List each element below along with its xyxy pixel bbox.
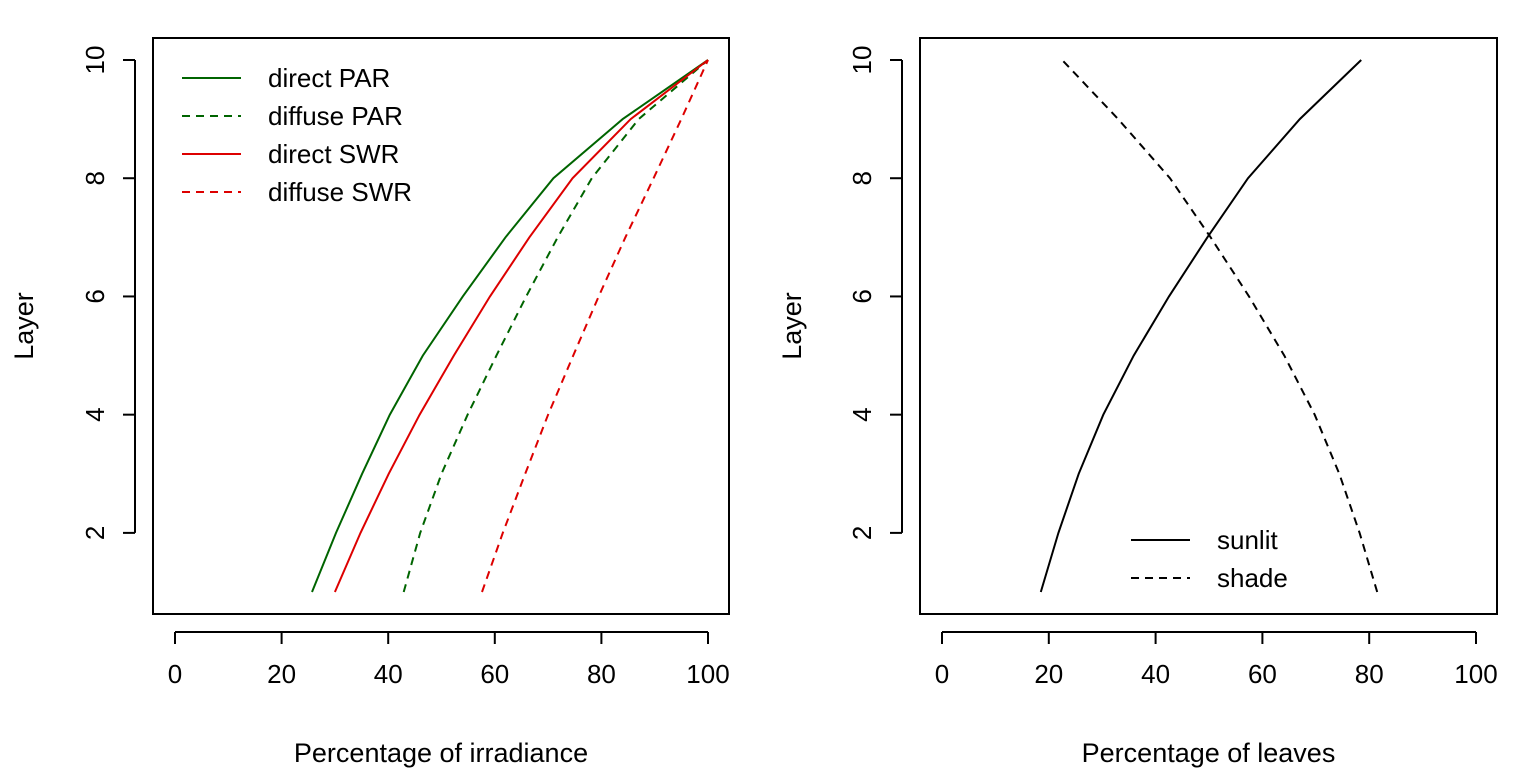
series-line-sunlit <box>1039 59 1362 593</box>
x-tick-label: 40 <box>374 659 403 689</box>
chart-panel-1: 0 20 40 60 80 100 2 4 6 8 10 Percentage of irradian… <box>9 37 730 768</box>
legend-label: shade <box>1217 563 1288 593</box>
y-axis-title: Layer <box>777 292 807 360</box>
y-tick-label: 6 <box>80 289 110 303</box>
y-tick-label: 2 <box>80 526 110 540</box>
y-tick-label: 6 <box>847 289 877 303</box>
series-line-diffuse-par <box>402 59 709 593</box>
x-tick-label: 100 <box>1454 659 1497 689</box>
plot-frame <box>919 37 1498 615</box>
legend-label: direct PAR <box>268 63 390 93</box>
x-axis-title: Percentage of leaves <box>1082 738 1336 768</box>
x-tick-label: 80 <box>587 659 616 689</box>
y-axis-title: Layer <box>9 292 39 360</box>
y-tick-label: 10 <box>80 46 110 75</box>
y-tick-label: 4 <box>847 407 877 421</box>
y-tick-label: 10 <box>847 46 877 75</box>
legend-label: diffuse PAR <box>268 101 403 131</box>
series-line-diffuse-swr <box>481 59 709 593</box>
chart-panel-2: 0 20 40 60 80 100 2 4 6 8 10 Percentage of leaves La… <box>777 37 1498 768</box>
x-tick-label: 0 <box>935 659 949 689</box>
legend: direct PAR diffuse PAR direct SWR diffuse S… <box>182 63 412 207</box>
y-tick-label: 8 <box>847 171 877 185</box>
x-tick-label: 20 <box>267 659 296 689</box>
series-line-shade <box>1061 59 1379 593</box>
legend: sunlit shade <box>1131 525 1288 593</box>
y-tick-label: 2 <box>847 526 877 540</box>
x-tick-label: 60 <box>480 659 509 689</box>
x-tick-label: 60 <box>1248 659 1277 689</box>
series-line-direct-swr <box>333 59 709 593</box>
legend-label: sunlit <box>1217 525 1278 555</box>
series-line-direct-par <box>311 59 709 593</box>
y-tick-label: 4 <box>80 407 110 421</box>
x-tick-label: 100 <box>686 659 729 689</box>
x-axis-title: Percentage of irradiance <box>294 738 588 768</box>
x-tick-label: 80 <box>1355 659 1384 689</box>
plot-frame <box>152 37 730 615</box>
x-tick-label: 20 <box>1034 659 1063 689</box>
y-tick-label: 8 <box>80 171 110 185</box>
legend-label: direct SWR <box>268 139 399 169</box>
x-tick-label: 0 <box>168 659 182 689</box>
x-tick-label: 40 <box>1141 659 1170 689</box>
legend-label: diffuse SWR <box>268 177 412 207</box>
